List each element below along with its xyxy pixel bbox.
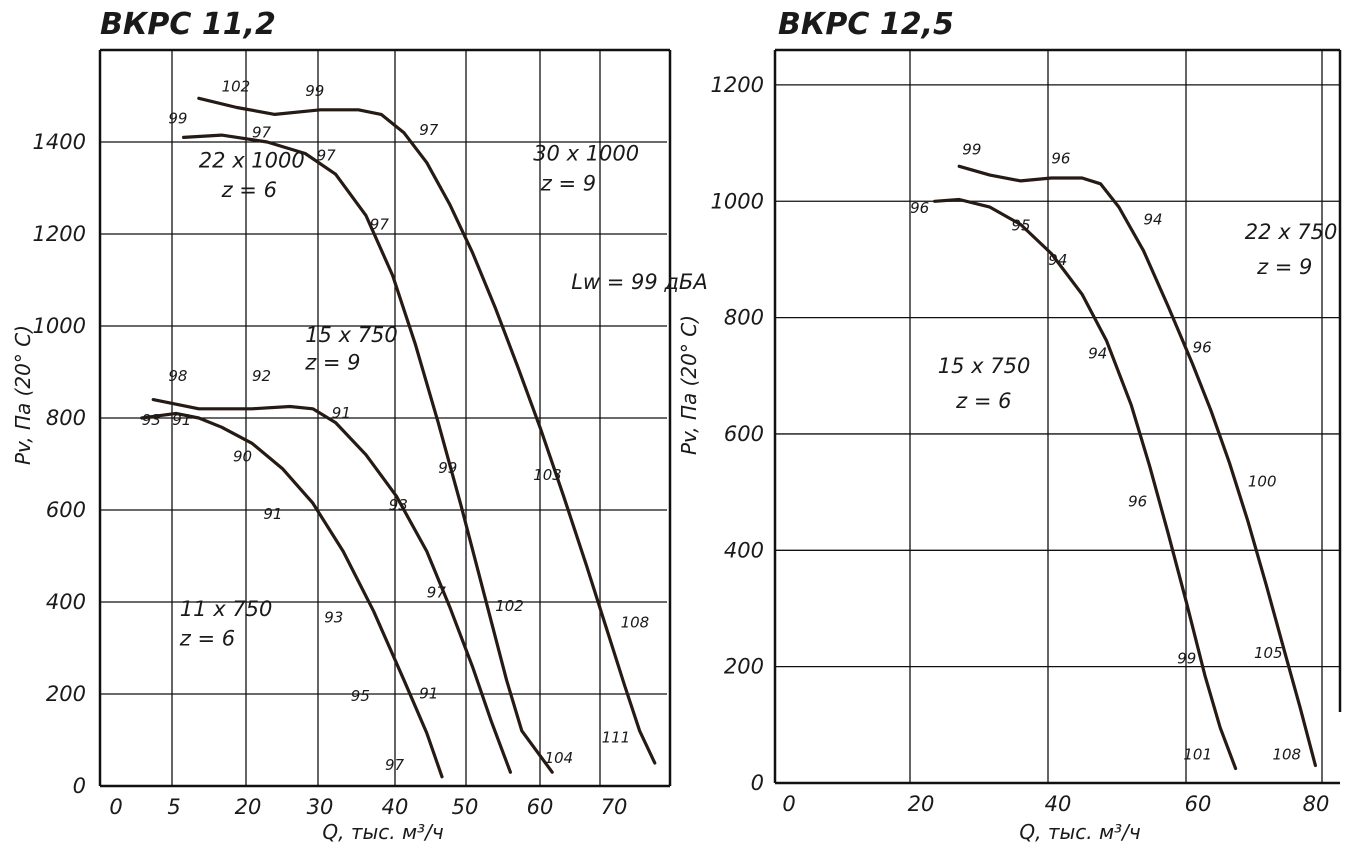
noise-level-label: 97 bbox=[427, 583, 447, 601]
y-tick-label: 1000 bbox=[33, 314, 86, 338]
noise-level-label: 97 bbox=[419, 121, 439, 139]
x-tick-label: 80 bbox=[1303, 792, 1330, 816]
noise-level-label: 97 bbox=[385, 756, 405, 774]
x-tick-label: 50 bbox=[452, 795, 479, 819]
series-label: z = 6 bbox=[955, 389, 1011, 413]
chart-vkrs-12-5: ВКРС 12,5 0 200 400 600 800 1000 1200 0 20 40 60 80… bbox=[677, 7, 1342, 844]
noise-level-label: 111 bbox=[602, 728, 631, 746]
x-tick-label: 40 bbox=[1045, 792, 1072, 816]
noise-level-label: 91 bbox=[332, 404, 351, 422]
y-tick-label: 800 bbox=[724, 306, 764, 330]
x-tick-label: 5 bbox=[167, 795, 180, 819]
series-line bbox=[151, 398, 512, 774]
series-label: z = 9 bbox=[540, 171, 596, 195]
series-label: z = 6 bbox=[221, 178, 277, 202]
x-tick-label: 60 bbox=[527, 795, 554, 819]
x-tick-label: 40 bbox=[382, 795, 409, 819]
noise-level-label: 99 bbox=[438, 459, 457, 477]
x-tick-label: 20 bbox=[235, 795, 262, 819]
series-label: 15 x 750 bbox=[938, 354, 1031, 378]
noise-level-label: 94 bbox=[1143, 211, 1162, 229]
series-line bbox=[957, 164, 1317, 768]
noise-level-label: 99 bbox=[168, 110, 187, 128]
plot-area: 0 200 400 600 800 1000 1200 1400 0 5 20 30 40 50 60 70 1… bbox=[33, 48, 708, 819]
y-tick-label: 0 bbox=[73, 774, 86, 798]
noise-level-label: 99 bbox=[1177, 650, 1196, 668]
series-line bbox=[182, 133, 554, 774]
chart-title: ВКРС 12,5 bbox=[778, 7, 954, 42]
y-tick-label: 200 bbox=[724, 655, 764, 679]
x-tick-label: 20 bbox=[908, 792, 935, 816]
noise-level-label: 98 bbox=[168, 367, 187, 385]
y-tick-label: 600 bbox=[724, 422, 764, 446]
noise-level-label: 96 bbox=[1193, 339, 1212, 357]
noise-level-label: 94 bbox=[1088, 344, 1107, 362]
x-axis-label: Q, тыс. м³/ч bbox=[322, 820, 443, 844]
series-label: z = 9 bbox=[1256, 255, 1312, 279]
noise-level-label: 99 bbox=[305, 82, 324, 100]
x-axis-label: Q, тыс. м³/ч bbox=[1019, 820, 1140, 844]
noise-level-label: 95 bbox=[351, 687, 370, 705]
x-tick-label: 30 bbox=[307, 795, 334, 819]
y-axis-label: Pv, Па (20° С) bbox=[11, 325, 35, 465]
noise-level-label: 91 bbox=[172, 411, 191, 429]
noise-level-label: 96 bbox=[1128, 493, 1147, 511]
noise-level-label: 101 bbox=[1183, 746, 1212, 764]
noise-level-label: 105 bbox=[1254, 644, 1283, 662]
noise-level-label: 97 bbox=[370, 215, 390, 233]
noise-level-label: 91 bbox=[419, 685, 438, 703]
noise-level-label: 97 bbox=[252, 123, 272, 141]
series-label: z = 6 bbox=[179, 627, 235, 651]
noise-level-label: 108 bbox=[1272, 746, 1301, 764]
y-tick-label: 400 bbox=[724, 538, 764, 562]
noise-level-label: 102 bbox=[495, 597, 524, 615]
noise-level-label: 96 bbox=[910, 199, 929, 217]
noise-level-label: 102 bbox=[222, 77, 251, 95]
x-tick-label: 60 bbox=[1185, 792, 1212, 816]
x-tick-label: 70 bbox=[601, 795, 628, 819]
noise-level-label: 93 bbox=[142, 411, 161, 429]
sound-power-note: Lw = 99 дБА bbox=[571, 270, 708, 294]
noise-level-label: 94 bbox=[1048, 251, 1067, 269]
x-tick-label: 0 bbox=[782, 792, 795, 816]
noise-level-label: 97 bbox=[317, 146, 337, 164]
y-tick-label: 600 bbox=[46, 498, 86, 522]
chart-vkrs-11-2: ВКРС 11,2 0 200 400 600 800 1000 1200 1400 0 5 20 3… bbox=[11, 7, 708, 844]
noise-level-label: 103 bbox=[533, 466, 562, 484]
series-label: 11 x 750 bbox=[180, 597, 273, 621]
series-label: 22 x 1000 bbox=[199, 148, 305, 172]
y-axis-label: Pv, Па (20° С) bbox=[677, 315, 701, 455]
plot-area: 0 200 400 600 800 1000 1200 0 20 40 60 80 15 x 750 z … bbox=[711, 48, 1342, 816]
y-tick-label: 800 bbox=[46, 406, 86, 430]
noise-level-label: 95 bbox=[1011, 216, 1030, 234]
y-tick-label: 0 bbox=[751, 771, 764, 795]
y-tick-label: 1400 bbox=[33, 130, 86, 154]
series-line bbox=[197, 96, 657, 765]
series-label: 30 x 1000 bbox=[533, 141, 639, 165]
chart-title: ВКРС 11,2 bbox=[100, 7, 276, 42]
x-tick-label: 0 bbox=[109, 795, 122, 819]
noise-level-label: 100 bbox=[1248, 472, 1277, 490]
y-tick-label: 1200 bbox=[33, 222, 86, 246]
noise-level-label: 108 bbox=[621, 613, 650, 631]
series-label: 15 x 750 bbox=[305, 323, 398, 347]
series-label: 22 x 750 bbox=[1245, 220, 1338, 244]
y-tick-label: 1000 bbox=[711, 189, 764, 213]
y-tick-label: 400 bbox=[46, 590, 86, 614]
noise-level-label: 93 bbox=[324, 609, 343, 627]
noise-level-label: 91 bbox=[263, 505, 282, 523]
noise-level-label: 90 bbox=[233, 448, 252, 466]
series-line bbox=[140, 411, 444, 779]
noise-level-label: 92 bbox=[252, 367, 271, 385]
noise-level-label: 104 bbox=[545, 749, 574, 767]
y-tick-label: 1200 bbox=[711, 73, 764, 97]
y-tick-label: 200 bbox=[46, 682, 86, 706]
series-label: z = 9 bbox=[304, 351, 360, 375]
series-line bbox=[933, 197, 1238, 771]
noise-level-label: 93 bbox=[389, 496, 408, 514]
noise-level-label: 96 bbox=[1051, 149, 1070, 167]
noise-level-label: 99 bbox=[962, 141, 981, 159]
